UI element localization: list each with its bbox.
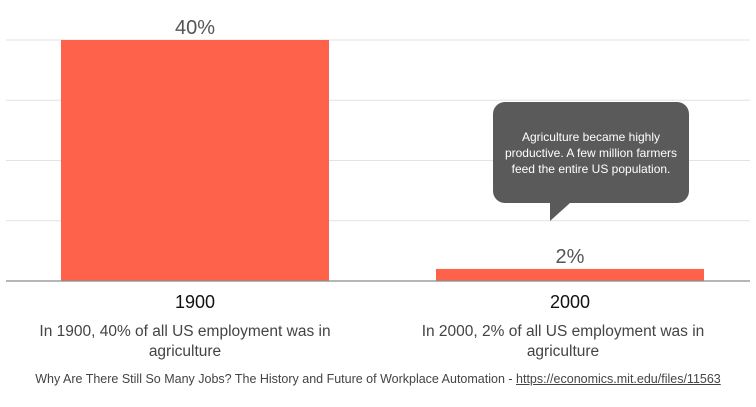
annotation-text: Agriculture became highly productive. A …	[504, 129, 678, 176]
bar-1900	[61, 40, 329, 281]
bar-2000	[436, 268, 704, 281]
caption-1900: In 1900, 40% of all US employment was in…	[39, 323, 331, 360]
bar-chart: 40% 1900 2% 2000	[6, 17, 750, 312]
value-label-2000: 2%	[556, 246, 585, 268]
category-label-1900: 1900	[175, 292, 215, 312]
value-label-1900: 40%	[175, 17, 215, 39]
bars	[61, 40, 704, 281]
source-link[interactable]: https://economics.mit.edu/files/11563	[516, 372, 721, 386]
annotation-bubble: Agriculture became highly productive. A …	[493, 102, 689, 221]
source-citation: Why Are There Still So Many Jobs? The Hi…	[0, 372, 756, 386]
caption-2000: In 2000, 2% of all US employment was in …	[421, 323, 705, 360]
source-text: Why Are There Still So Many Jobs? The Hi…	[35, 372, 517, 386]
category-label-2000: 2000	[550, 292, 590, 312]
labels: 40% 1900 2% 2000	[175, 17, 590, 312]
